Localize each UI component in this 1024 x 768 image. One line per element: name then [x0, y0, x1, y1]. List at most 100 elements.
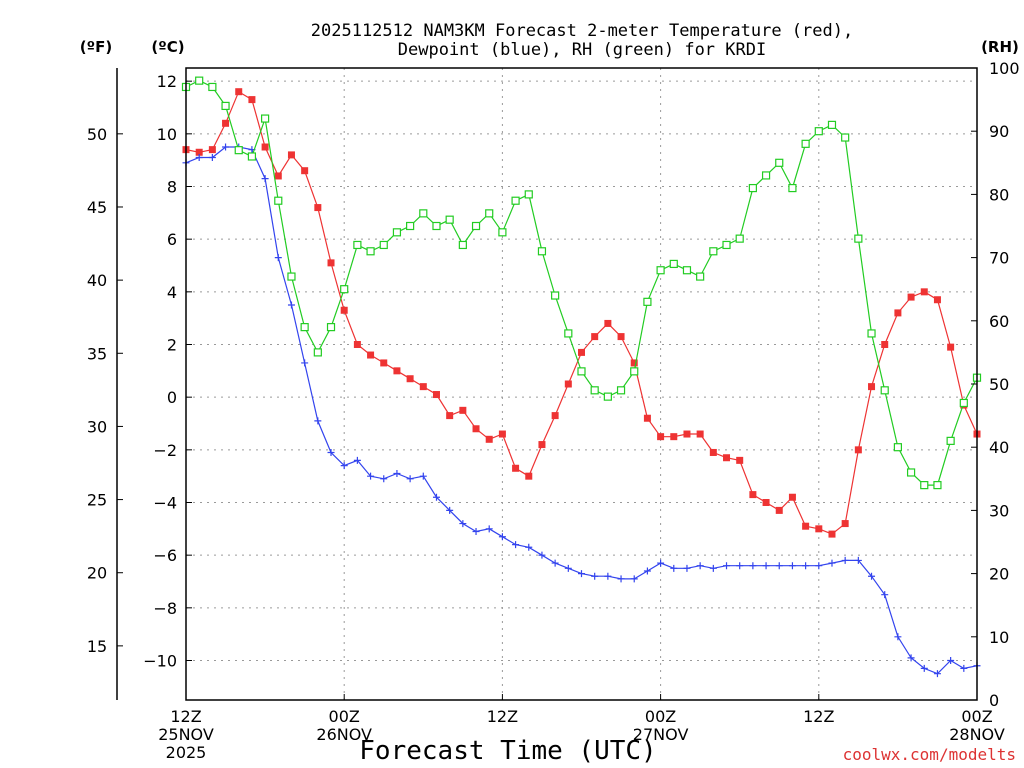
dewpoint-point [380, 475, 388, 483]
celsius-tick-label: 0 [167, 388, 177, 407]
dewpoint-point [406, 475, 414, 483]
fahrenheit-tick-label: 35 [87, 344, 107, 363]
rh-point [775, 158, 784, 167]
dewpoint-point [432, 493, 440, 501]
celsius-unit-label: (ºC) [151, 38, 184, 56]
temperature-point [340, 306, 348, 314]
rh-point [498, 228, 507, 237]
dewpoint-point [525, 543, 533, 551]
dewpoint-point [894, 633, 902, 641]
dewpoint-point [261, 175, 269, 183]
watermark: coolwx.com/modelts [843, 745, 1016, 764]
rh-point [195, 76, 204, 85]
dewpoint-point [472, 527, 480, 535]
rh-point [313, 348, 322, 357]
rh-tick-label: 60 [989, 312, 1009, 331]
temperature-point [630, 359, 638, 367]
temperature-point [749, 491, 757, 499]
celsius-tick-label: −8 [153, 599, 177, 618]
rh-point [656, 266, 665, 275]
dewpoint-point [459, 520, 467, 528]
temperature-point [274, 172, 282, 180]
temperature-point [538, 441, 546, 449]
temperature-point [380, 359, 388, 367]
temperature-point [235, 88, 243, 96]
rh-point [893, 443, 903, 452]
temperature-point [512, 464, 520, 472]
celsius-tick-label: −2 [153, 441, 177, 460]
rh-point [379, 240, 388, 250]
dewpoint-point [340, 462, 348, 470]
temperature-point [301, 167, 309, 175]
dewpoint-point [551, 559, 559, 567]
temperature-point [287, 151, 295, 159]
dewpoint-point [802, 562, 810, 570]
temperature-point [222, 119, 230, 127]
celsius-tick-label: 10 [157, 125, 177, 144]
temperature-point [696, 430, 704, 438]
rh-point [340, 285, 349, 294]
rh-point [577, 367, 586, 376]
dewpoint-point [222, 143, 230, 151]
rh-point [643, 297, 652, 306]
rh-point [287, 272, 296, 281]
rh-point [669, 259, 678, 269]
rh-point [814, 127, 823, 136]
rh-point [247, 152, 257, 161]
fahrenheit-tick-label: 15 [87, 637, 107, 656]
dewpoint-point [907, 654, 915, 662]
rh-point [551, 291, 560, 300]
fahrenheit-tick-label: 45 [87, 198, 107, 217]
dewpoint-point [419, 472, 427, 480]
temperature-point [920, 288, 928, 296]
x-tick-label-date: 28NOV [949, 725, 1005, 744]
temperature-point [881, 341, 889, 348]
dewpoint-point [591, 572, 599, 580]
dewpoint-point [723, 562, 731, 570]
temperature-point [367, 351, 375, 359]
dewpoint-point [881, 591, 889, 599]
temperature-point [485, 435, 493, 443]
dewpoint-point [393, 470, 401, 478]
temperature-point [788, 493, 796, 501]
dewpoint-point [446, 506, 454, 514]
rh-point [406, 221, 415, 231]
celsius-tick-label: 2 [167, 336, 177, 355]
temperature-point [208, 146, 216, 154]
celsius-tick-label: 8 [167, 178, 177, 197]
dewpoint-point [195, 154, 203, 162]
rh-point [827, 120, 837, 129]
dewpoint-point [512, 541, 520, 549]
x-tick-label-date: 27NOV [633, 725, 689, 744]
dewpoint-point [709, 564, 717, 572]
grid-lines [186, 68, 977, 700]
dewpoint-point [762, 562, 770, 570]
dewpoint-point [353, 456, 361, 464]
rh-point [300, 323, 309, 332]
rh-point [920, 481, 929, 490]
dewpoint-point [367, 472, 375, 480]
dewpoint-point [327, 448, 335, 456]
temperature-point [657, 433, 665, 441]
dewpoint-point [630, 575, 638, 583]
rh-point [722, 240, 731, 250]
rh-point [564, 329, 573, 338]
rh-unit-label: (RH) [981, 38, 1019, 56]
dewpoint-point [301, 359, 309, 367]
temperature-point [868, 383, 876, 391]
temperature-point [472, 425, 480, 433]
dewpoint-point [696, 562, 704, 570]
rh-point [696, 272, 705, 281]
dewpoint-point [564, 564, 572, 572]
dewpoint-point [274, 254, 282, 262]
celsius-tick-label: 6 [167, 230, 177, 249]
temperature-point [353, 341, 361, 348]
rh-tick-label: 100 [989, 59, 1020, 78]
temperature-point [723, 454, 731, 462]
rh-point [761, 171, 771, 180]
rh-point [445, 215, 454, 224]
rh-point [419, 209, 428, 218]
dewpoint-point [208, 154, 216, 162]
rh-point [946, 436, 955, 445]
